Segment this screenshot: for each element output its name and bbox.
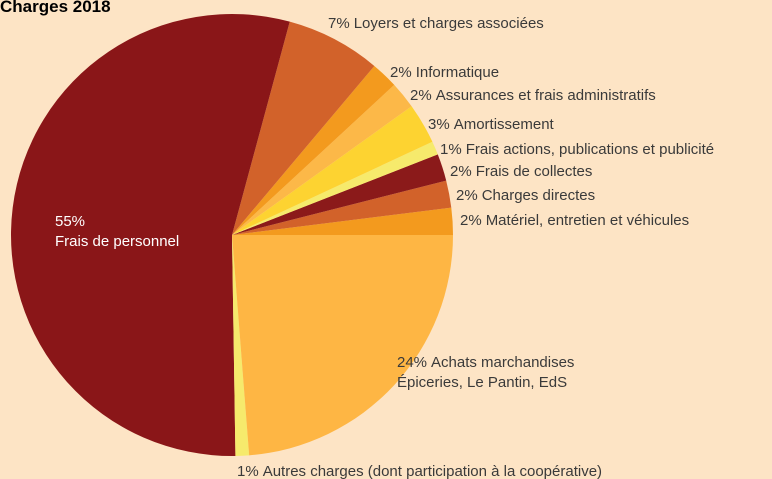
value-label: 2% <box>410 87 432 104</box>
pie-slice <box>232 180 452 235</box>
chart-title: Charges 2018 <box>0 0 111 16</box>
value-label: 2% <box>450 163 472 180</box>
slice-label: 1% Frais actions, publications et publici… <box>440 141 714 158</box>
value-label: 3% <box>428 116 450 133</box>
pie-slice <box>232 65 395 235</box>
pie-slice <box>232 235 453 456</box>
category-label: Achats marchandises <box>431 354 574 371</box>
pie-slice <box>232 154 447 235</box>
value-label: 2% <box>390 64 412 81</box>
value-label: 2% <box>460 212 482 229</box>
pie-slice <box>232 141 438 235</box>
pie-slice <box>232 207 453 235</box>
slice-label: 2% Informatique <box>390 64 499 81</box>
value-label: 2% <box>456 187 478 204</box>
slice-label: 7% Loyers et charges associées <box>328 15 544 32</box>
category-label: Loyers et charges associées <box>354 15 544 32</box>
slice-label: 55% Frais de personnel <box>55 213 179 250</box>
category-label: Épiceries, Le Pantin, EdS <box>397 374 567 391</box>
value-label: 1% <box>440 141 462 158</box>
value-label: 24% <box>397 354 427 371</box>
pie-slice <box>232 106 433 235</box>
category-label: Assurances et frais administratifs <box>436 87 656 104</box>
slice-label: 1% Autres charges (dont participation à l… <box>237 463 602 479</box>
category-label: Charges directes <box>482 187 595 204</box>
slice-label: 2% Charges directes <box>456 187 595 204</box>
value-label: 55% <box>55 213 85 230</box>
category-label: Amortissement <box>454 116 555 133</box>
slice-label: 2% Frais de collectes <box>450 163 592 180</box>
pie-slice <box>11 14 290 457</box>
category-label: Matériel, entretien et véhicules <box>486 212 689 229</box>
pie-slice <box>232 235 250 456</box>
pie-slice <box>232 21 375 236</box>
slice-label: 2% Matériel, entretien et véhicules <box>460 212 689 229</box>
value-label: 1% <box>237 463 259 479</box>
value-label: 7% <box>328 15 350 32</box>
category-label: Informatique <box>416 64 499 81</box>
slice-label: 2% Assurances et frais administratifs <box>410 87 656 104</box>
category-label: Frais de personnel <box>55 233 179 250</box>
slice-label: 3% Amortissement <box>428 116 555 133</box>
pie-slice <box>232 84 412 235</box>
category-label: Frais de collectes <box>476 163 593 180</box>
category-label: Autres charges (dont participation à la … <box>263 463 602 479</box>
category-label: Frais actions, publications et publicité <box>466 141 714 158</box>
slice-label: 24% Achats marchandises Épiceries, Le Pant… <box>397 354 574 391</box>
